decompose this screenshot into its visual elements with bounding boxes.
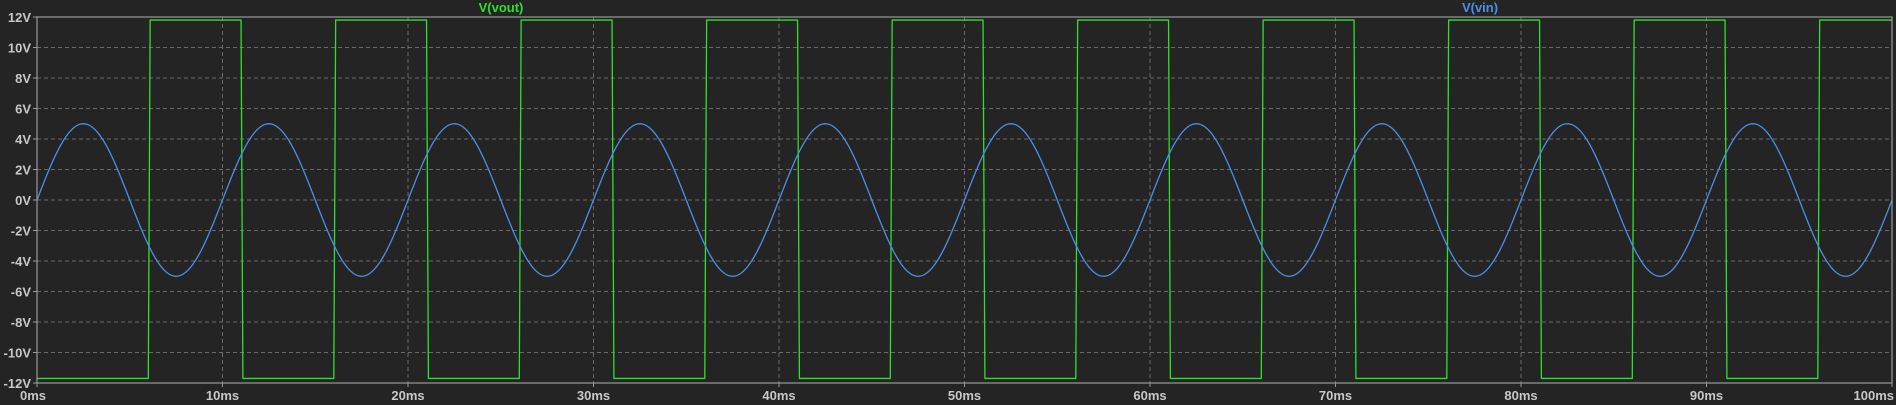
- y-tick-label: 4V: [15, 132, 31, 147]
- x-tick-label: 100ms: [1854, 388, 1894, 403]
- series-line-v-vin: [36, 123, 1893, 277]
- y-tick-label: 10V: [8, 41, 31, 56]
- x-tick-label: 10ms: [206, 388, 239, 403]
- y-tick-label: 8V: [15, 71, 31, 86]
- legend-entry[interactable]: V(vin): [1462, 0, 1498, 15]
- series-line-v-vout: [37, 19, 1892, 380]
- y-tick-label: -2V: [11, 224, 32, 239]
- x-axis-tick-labels: 0ms 10ms 20ms 30ms 40ms 50ms 60ms 70ms 80ms 90ms 1…: [20, 383, 1894, 403]
- y-tick-label: -4V: [11, 254, 32, 269]
- x-tick-label: 0ms: [20, 388, 46, 403]
- y-tick-label: 0V: [15, 193, 31, 208]
- x-tick-label: 70ms: [1319, 388, 1352, 403]
- x-tick-label: 90ms: [1690, 388, 1723, 403]
- y-tick-label: -10V: [4, 346, 32, 361]
- y-tick-label: -8V: [11, 315, 32, 330]
- x-tick-label: 30ms: [577, 388, 610, 403]
- x-tick-label: 40ms: [762, 388, 795, 403]
- legend-entry[interactable]: V(vout): [479, 0, 524, 15]
- x-tick-label: 80ms: [1504, 388, 1537, 403]
- x-tick-label: 50ms: [948, 388, 981, 403]
- y-tick-label: 12V: [8, 10, 31, 25]
- x-tick-label: 20ms: [391, 388, 424, 403]
- legend[interactable]: V(vout) V(vin): [479, 0, 1498, 15]
- y-tick-label: 2V: [15, 163, 31, 178]
- series-traces: [36, 19, 1893, 380]
- y-tick-label: 6V: [15, 102, 31, 117]
- y-tick-label: -6V: [11, 285, 32, 300]
- y-tick-label: -12V: [4, 376, 32, 391]
- y-axis-tick-labels: 12V 10V 8V 6V 4V 2V 0V -2V -4V -6V -8V -10V -12V: [4, 10, 37, 391]
- x-tick-label: 60ms: [1133, 388, 1166, 403]
